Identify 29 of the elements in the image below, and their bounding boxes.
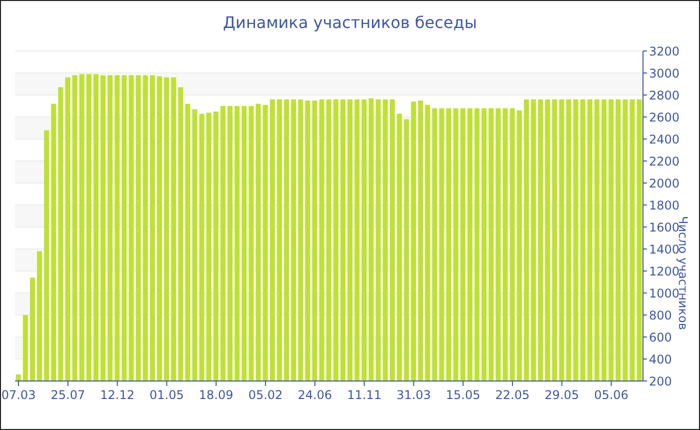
- x-tick-label: 11.11: [347, 388, 382, 402]
- x-tick-label: 15.05: [446, 388, 480, 402]
- y-tick-label: 2600: [649, 110, 680, 124]
- y-tick-label: 1200: [649, 264, 680, 278]
- y-tick-label: 800: [649, 308, 672, 322]
- y-tick-label: 3000: [649, 66, 680, 80]
- y-tick-label: 200: [649, 374, 672, 388]
- x-tick-label: 07.03: [1, 388, 36, 402]
- x-tick-label: 24.06: [298, 388, 332, 402]
- x-tick-label: 05.06: [594, 388, 628, 402]
- chart-title: Динамика участников беседы: [223, 13, 477, 32]
- x-tick-label: 25.07: [50, 388, 86, 402]
- x-tick-label: 12.12: [100, 388, 134, 402]
- y-tick-label: 1000: [649, 286, 680, 300]
- y-tick-label: 1600: [649, 220, 680, 234]
- y-tick-label: 1800: [649, 198, 680, 212]
- y-tick-label: 3200: [649, 44, 680, 58]
- x-tick-label: 01.05: [150, 388, 184, 402]
- x-tick-label: 05.02: [248, 388, 283, 402]
- y-tick-label: 2000: [649, 176, 680, 190]
- y-tick-label: 400: [649, 352, 672, 366]
- y-tick-label: 2400: [649, 132, 680, 146]
- x-tick-label: 29.05: [544, 388, 580, 402]
- y-tick-label: 2200: [649, 154, 680, 168]
- y-tick-label: 600: [649, 330, 672, 344]
- x-tick-label: 31.03: [396, 388, 431, 402]
- x-tick-label: 22.05: [495, 388, 530, 402]
- y-tick-label: 2800: [649, 88, 680, 102]
- x-tick-label: 18.09: [198, 388, 234, 402]
